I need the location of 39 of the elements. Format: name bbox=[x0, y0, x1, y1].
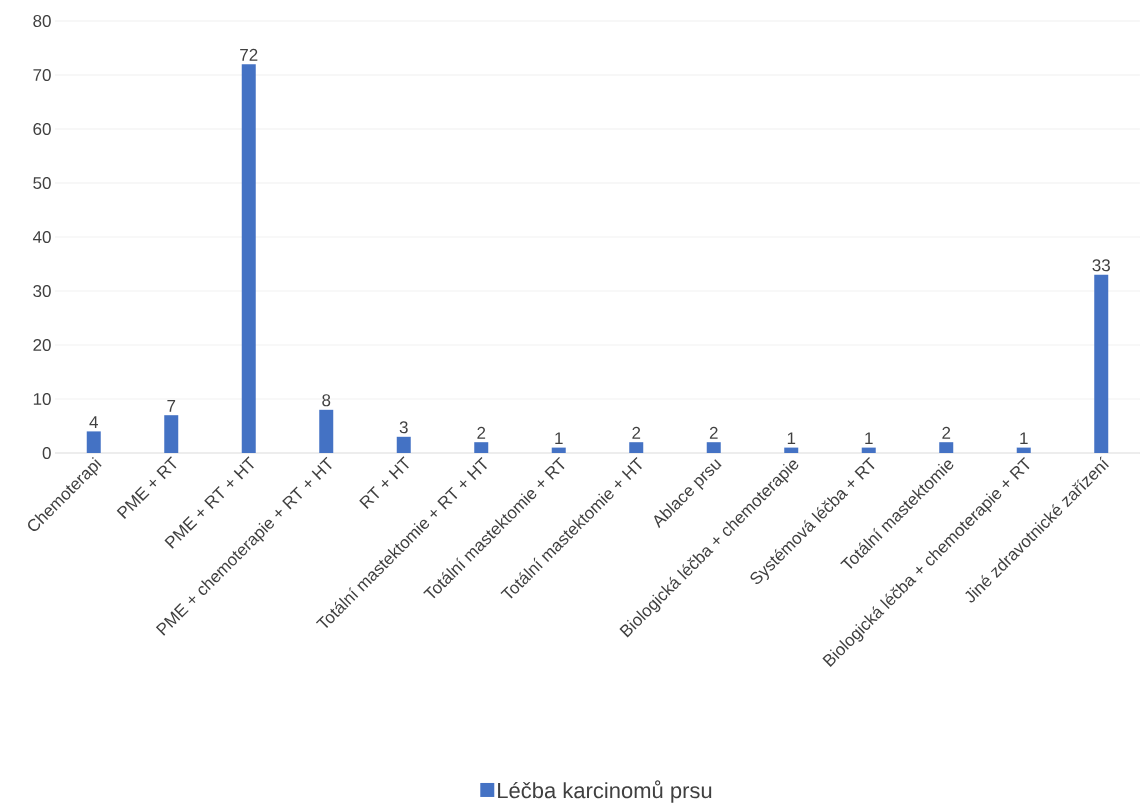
data-label: 2 bbox=[709, 426, 718, 439]
y-tick-label: 60 bbox=[33, 122, 51, 136]
y-tick-label: 50 bbox=[33, 176, 51, 190]
data-label: 7 bbox=[167, 399, 176, 412]
x-tick-label: RT + HT bbox=[359, 456, 409, 509]
bar bbox=[1016, 447, 1031, 453]
data-label: 3 bbox=[399, 421, 408, 434]
bar bbox=[474, 442, 489, 453]
bar bbox=[784, 447, 799, 453]
data-label: 1 bbox=[865, 432, 873, 445]
bar bbox=[241, 64, 256, 453]
data-label: 8 bbox=[322, 394, 331, 407]
y-tick-label: 10 bbox=[33, 392, 51, 406]
data-label: 2 bbox=[477, 426, 486, 439]
bar bbox=[629, 442, 644, 453]
y-tick-label: 20 bbox=[33, 338, 51, 352]
data-label: 2 bbox=[942, 426, 951, 439]
data-label: 4 bbox=[89, 416, 98, 428]
data-label: 33 bbox=[1092, 259, 1110, 272]
bar bbox=[706, 442, 721, 453]
bar bbox=[164, 415, 179, 453]
y-tick-label: 0 bbox=[42, 446, 51, 460]
data-label: 1 bbox=[555, 432, 563, 445]
data-label: 2 bbox=[632, 426, 641, 439]
data-label: 72 bbox=[240, 48, 258, 61]
bar bbox=[939, 442, 954, 453]
y-tick-label: 80 bbox=[33, 14, 51, 28]
data-label: 1 bbox=[787, 432, 796, 445]
bar bbox=[396, 436, 411, 453]
y-tick-label: 70 bbox=[33, 68, 51, 82]
data-label: 1 bbox=[1020, 432, 1028, 445]
bar bbox=[1094, 274, 1109, 453]
y-tick-label: 30 bbox=[33, 284, 51, 298]
bar bbox=[319, 409, 334, 453]
bar bbox=[861, 447, 876, 453]
bar bbox=[551, 447, 566, 453]
y-tick-label: 40 bbox=[32, 230, 51, 244]
bar bbox=[86, 431, 101, 453]
legend-label: Léčba karcinomů prsu bbox=[498, 780, 712, 803]
